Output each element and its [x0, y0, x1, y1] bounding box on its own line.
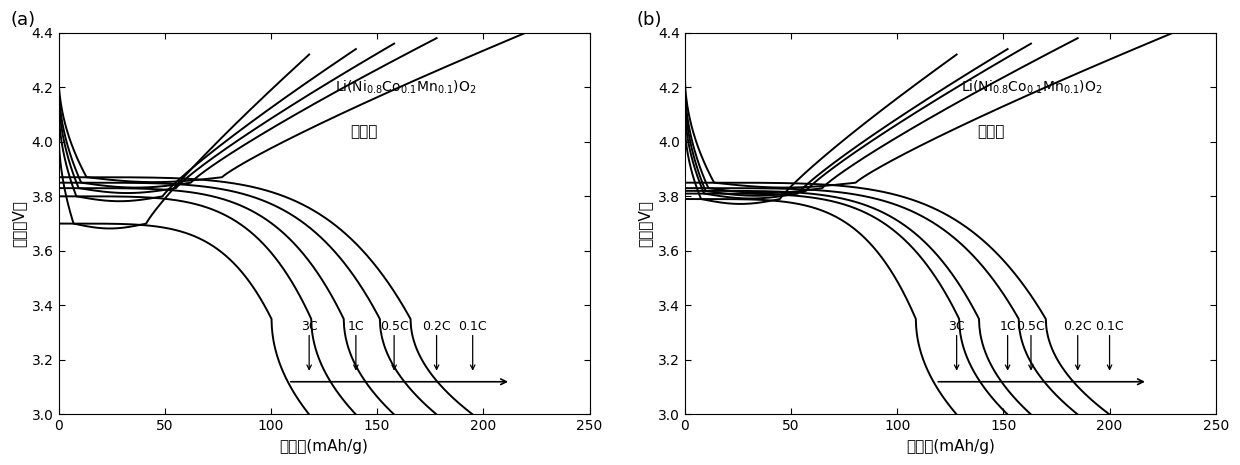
- Text: 3C: 3C: [301, 319, 317, 369]
- Text: (b): (b): [637, 11, 662, 29]
- Text: (a): (a): [11, 11, 36, 29]
- Text: 0.5C: 0.5C: [379, 319, 408, 369]
- Y-axis label: 电压（V）: 电压（V）: [637, 200, 652, 247]
- Text: 0.1C: 0.1C: [459, 319, 487, 369]
- Y-axis label: 电压（V）: 电压（V）: [11, 200, 26, 247]
- Text: 1C: 1C: [999, 319, 1016, 369]
- Text: 包覆后: 包覆后: [977, 124, 1004, 140]
- Text: 3C: 3C: [949, 319, 965, 369]
- Text: 1C: 1C: [347, 319, 365, 369]
- Text: 0.1C: 0.1C: [1095, 319, 1123, 369]
- Text: 0.2C: 0.2C: [1064, 319, 1092, 369]
- Text: 包覆前: 包覆前: [351, 124, 378, 140]
- X-axis label: 比容量(mAh/g): 比容量(mAh/g): [906, 439, 994, 454]
- Text: 0.5C: 0.5C: [1017, 319, 1045, 369]
- Text: 0.2C: 0.2C: [423, 319, 451, 369]
- Text: Li(Ni$_{0.8}$Co$_{0.1}$Mn$_{0.1}$)O$_2$: Li(Ni$_{0.8}$Co$_{0.1}$Mn$_{0.1}$)O$_2$: [961, 79, 1102, 96]
- X-axis label: 比容量(mAh/g): 比容量(mAh/g): [279, 439, 368, 454]
- Text: Li(Ni$_{0.8}$Co$_{0.1}$Mn$_{0.1}$)O$_2$: Li(Ni$_{0.8}$Co$_{0.1}$Mn$_{0.1}$)O$_2$: [335, 79, 476, 96]
